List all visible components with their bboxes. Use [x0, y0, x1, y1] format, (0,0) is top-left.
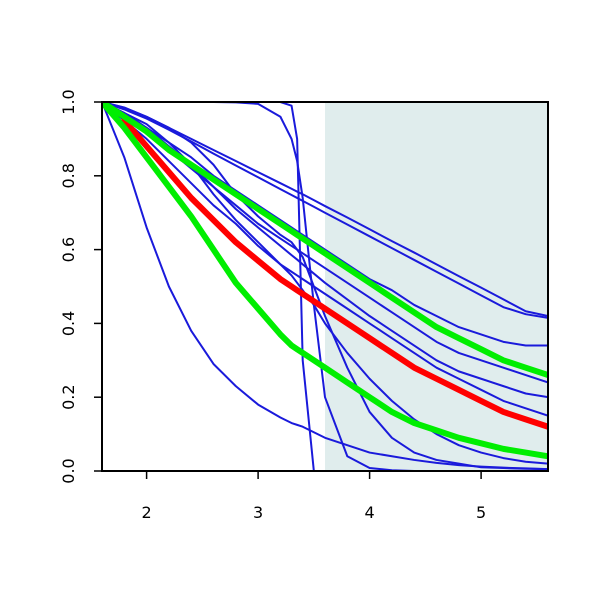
x-tick-label: 2	[142, 503, 152, 522]
shaded-region	[325, 102, 548, 471]
y-axis: 0.0 0.2 0.4 0.6 0.8 1.0	[59, 89, 102, 484]
plot-area	[101, 101, 549, 472]
series-group	[102, 102, 548, 471]
series-line-blue-8	[102, 102, 548, 417]
series-line-blue-3	[102, 102, 548, 318]
y-tick-label: 0.2	[59, 384, 78, 409]
y-tick-label: 1.0	[59, 89, 78, 114]
plot-frame	[101, 101, 549, 472]
x-tick-label: 4	[365, 503, 375, 522]
series-line-blue-5	[102, 102, 548, 347]
y-tick-label: 0.6	[59, 237, 78, 262]
y-tick-label: 0.4	[59, 311, 78, 336]
series-line-red-11	[121, 117, 548, 430]
series-line-blue-1	[102, 102, 548, 471]
series-line-green-13	[102, 102, 548, 460]
x-tick-label: 5	[476, 503, 486, 522]
series-line-blue-0	[102, 102, 548, 471]
series-line-green-12	[102, 102, 548, 379]
x-tick-label: 3	[253, 503, 263, 522]
x-axis: 2 3 4 5	[142, 471, 486, 522]
y-tick-label: 0.0	[59, 458, 78, 483]
series-line-blue-10	[102, 102, 548, 471]
series-line-blue-2	[102, 102, 548, 471]
y-tick-label: 0.8	[59, 163, 78, 188]
